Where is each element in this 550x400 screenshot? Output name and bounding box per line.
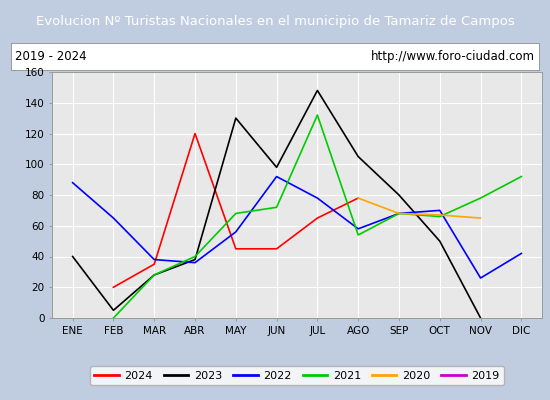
Text: 2019 - 2024: 2019 - 2024 xyxy=(15,50,87,63)
Text: Evolucion Nº Turistas Nacionales en el municipio de Tamariz de Campos: Evolucion Nº Turistas Nacionales en el m… xyxy=(36,14,514,28)
Text: http://www.foro-ciudad.com: http://www.foro-ciudad.com xyxy=(371,50,535,63)
Legend: 2024, 2023, 2022, 2021, 2020, 2019: 2024, 2023, 2022, 2021, 2020, 2019 xyxy=(90,366,504,385)
